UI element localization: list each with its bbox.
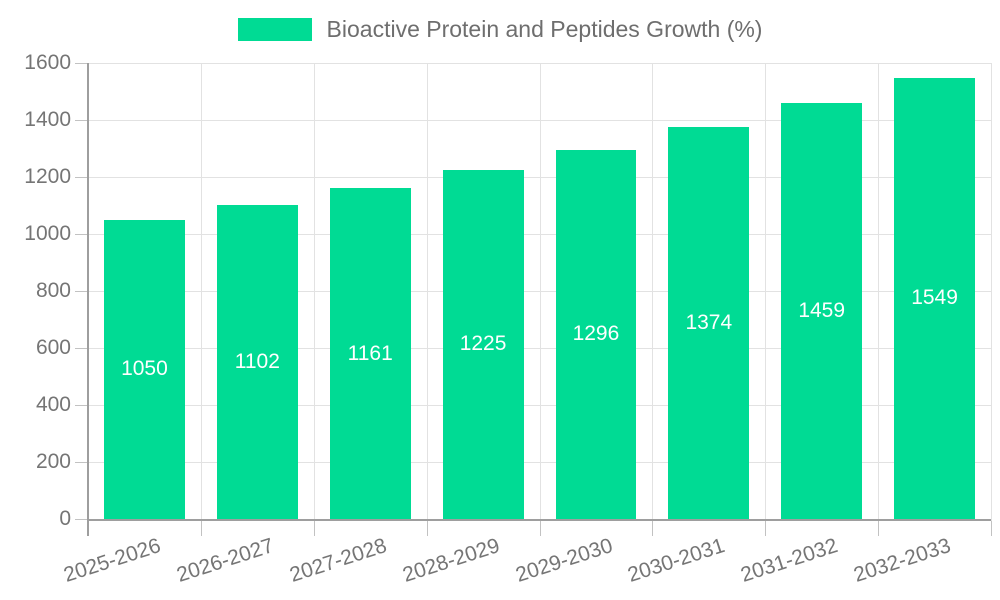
y-axis-tick [75,120,88,121]
y-axis-line [87,63,89,536]
gridline-vertical [652,63,654,521]
x-axis-tick [991,521,992,536]
x-tick-label: 2030-2031 [625,534,728,587]
bar-value-label: 1374 [685,311,733,335]
gridline-vertical [200,63,202,521]
x-axis-tick [426,521,428,536]
bar[interactable] [668,127,750,519]
legend[interactable]: Bioactive Protein and Peptides Growth (%… [0,16,1000,43]
bar-value-label: 1161 [347,341,393,365]
bar-value-label: 1549 [911,286,958,310]
x-axis-tick [765,521,767,536]
bar[interactable] [104,219,185,519]
legend-label: Bioactive Protein and Peptides Growth (%… [326,16,763,42]
x-tick-label: 2032-2033 [851,534,954,587]
y-tick-label: 400 [35,393,71,416]
gridline-vertical [426,63,428,521]
gridline-vertical [313,63,315,521]
bar-value-label: 1225 [459,332,507,356]
x-axis-tick [313,521,315,536]
y-tick-label: 200 [35,450,71,473]
bar-value-label: 1050 [121,357,168,381]
x-tick-label: 2029-2030 [512,534,616,587]
x-axis-tick [200,521,202,536]
y-tick-label: 1000 [24,222,71,245]
y-axis-tick [75,63,88,64]
y-axis-tick [75,177,88,178]
bar[interactable] [894,77,975,519]
gridline-vertical [765,63,767,521]
gridline-vertical [539,63,541,521]
x-axis-tick [539,521,541,536]
x-axis-line [88,519,991,521]
x-tick-label: 2027-2028 [286,534,390,587]
y-tick-label: 1200 [24,165,71,188]
bar-value-label: 1296 [572,322,620,346]
gridline-vertical [878,63,880,521]
y-tick-label: 800 [35,279,71,302]
y-axis-tick [75,291,88,292]
x-tick-label: 2025-2026 [60,534,164,587]
x-axis-tick [878,521,880,536]
x-tick-label: 2028-2029 [399,534,503,587]
y-axis-tick [75,462,88,463]
x-tick-label: 2031-2032 [738,534,841,587]
y-axis-tick [75,234,88,235]
gridline-vertical [991,63,992,521]
bar[interactable] [442,169,524,519]
y-tick-label: 0 [59,507,71,530]
bar-value-label: 1459 [798,299,846,323]
x-tick-label: 2026-2027 [173,534,277,587]
y-axis-tick [75,405,88,406]
x-axis-tick [652,521,654,536]
legend-swatch-icon [237,18,312,41]
y-tick-label: 1400 [24,108,71,131]
bar-value-label: 1102 [234,349,280,373]
y-tick-label: 1600 [24,51,71,74]
bar[interactable] [329,188,411,519]
plot-area: 0 200 400 600 800 1000 1200 1400 1600 1050 2025-20… [24,51,992,587]
bar[interactable] [216,204,298,519]
bar[interactable] [555,149,637,519]
bar[interactable] [781,103,863,519]
y-axis-tick [75,348,88,349]
y-tick-label: 600 [35,336,71,359]
y-axis-tick [75,519,88,520]
